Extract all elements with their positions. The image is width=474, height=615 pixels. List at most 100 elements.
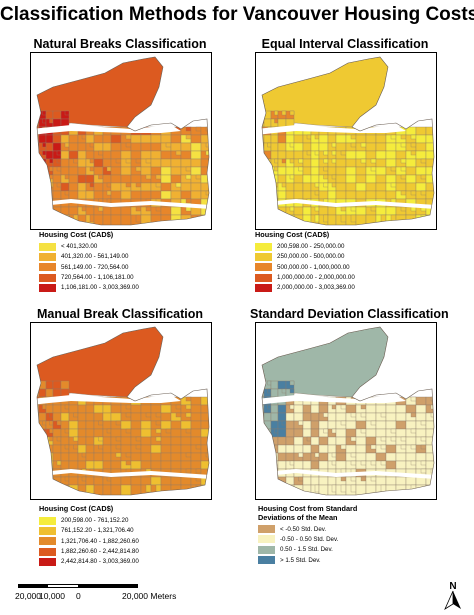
census-tract (400, 190, 407, 196)
census-tract (64, 476, 70, 482)
legend-item: 200,598.00 - 250,000.00 (255, 242, 425, 252)
census-tract (42, 404, 47, 410)
census-tract (425, 444, 434, 454)
census-tract (314, 206, 320, 212)
census-tract (89, 166, 95, 172)
census-tract (185, 452, 192, 458)
census-tract (323, 182, 329, 188)
census-tract (93, 190, 104, 200)
census-tract (77, 174, 87, 184)
census-tract (52, 214, 62, 225)
census-tract (89, 182, 95, 188)
map-manual-break (30, 322, 212, 500)
census-tract (289, 460, 295, 466)
census-tract (345, 190, 357, 200)
census-tract (93, 166, 104, 176)
census-tract (263, 444, 272, 454)
census-tract (267, 206, 272, 212)
census-tract (60, 182, 70, 192)
census-tract (140, 190, 152, 200)
census-tract (331, 452, 337, 458)
census-tract (160, 444, 172, 454)
census-tract (425, 484, 434, 495)
census-tract (52, 388, 62, 398)
census-tract (125, 428, 132, 434)
census-tract (120, 476, 132, 486)
census-tract (298, 420, 304, 426)
census-tract (68, 182, 79, 192)
legend-natural-breaks: Housing Cost (CAD$) < 401,320.00 401,320.… (39, 230, 209, 293)
census-tract (318, 436, 329, 446)
census-tract (293, 206, 304, 216)
census-tract (262, 190, 265, 196)
census-tract (331, 142, 337, 148)
census-tract (420, 468, 427, 474)
census-tract (190, 182, 202, 192)
census-tract (37, 118, 40, 128)
choropleth-map-natural-breaks (36, 56, 210, 226)
census-tract (298, 158, 304, 164)
census-tract (52, 142, 62, 152)
census-tract (340, 444, 347, 450)
census-tract (302, 460, 312, 470)
census-tract (175, 150, 182, 156)
map-equal-interval (255, 52, 437, 230)
census-tract (262, 476, 265, 482)
census-tract (365, 428, 377, 438)
census-tract (302, 142, 312, 152)
census-tract (170, 436, 182, 446)
census-tract (52, 444, 62, 454)
census-tract (102, 206, 112, 216)
census-tract (380, 444, 387, 450)
census-tract (135, 206, 142, 212)
census-tract (130, 404, 142, 414)
census-tract (98, 436, 104, 442)
census-tract (52, 380, 62, 390)
census-tract (125, 142, 132, 148)
census-tract (37, 476, 40, 486)
census-tract (350, 476, 357, 482)
census-tract (200, 158, 209, 168)
census-tract (302, 452, 312, 462)
census-tract (262, 142, 265, 152)
census-tract (120, 420, 132, 430)
census-tract (45, 150, 54, 160)
census-tract (85, 436, 95, 446)
census-tract (49, 166, 54, 172)
census-tract (180, 436, 192, 446)
census-tract (365, 436, 377, 446)
census-tract (310, 174, 320, 184)
census-tract (150, 134, 162, 144)
census-tract (355, 182, 367, 192)
census-tract (263, 412, 272, 422)
census-tract (110, 134, 122, 144)
census-tract (85, 420, 95, 430)
census-tract (170, 476, 182, 486)
census-tract (277, 404, 287, 414)
census-tract (110, 412, 122, 422)
census-tract (150, 476, 162, 486)
census-tract (375, 150, 387, 160)
census-tract (130, 412, 142, 422)
census-tract (42, 420, 47, 426)
census-tract (98, 174, 104, 180)
census-tract (200, 166, 209, 176)
scale-label: 10,000 (39, 591, 65, 601)
census-tract (60, 380, 70, 390)
river (262, 469, 434, 479)
census-tract (170, 166, 182, 176)
legend-item: -0.50 - 0.50 Std. Dev. (258, 534, 378, 544)
census-tract (85, 150, 95, 160)
census-tract (385, 444, 397, 454)
census-tract (180, 476, 192, 486)
census-tract (410, 142, 417, 148)
census-tract (102, 436, 112, 446)
census-tract (415, 150, 427, 160)
legend-swatch (39, 526, 56, 535)
legend-swatch (39, 242, 56, 251)
legend-label: 1,882,260.60 - 2,442,814.80 (61, 548, 139, 556)
census-tract (160, 436, 172, 446)
census-tract (68, 166, 79, 176)
census-tract (263, 198, 272, 208)
map-outline (261, 56, 435, 226)
